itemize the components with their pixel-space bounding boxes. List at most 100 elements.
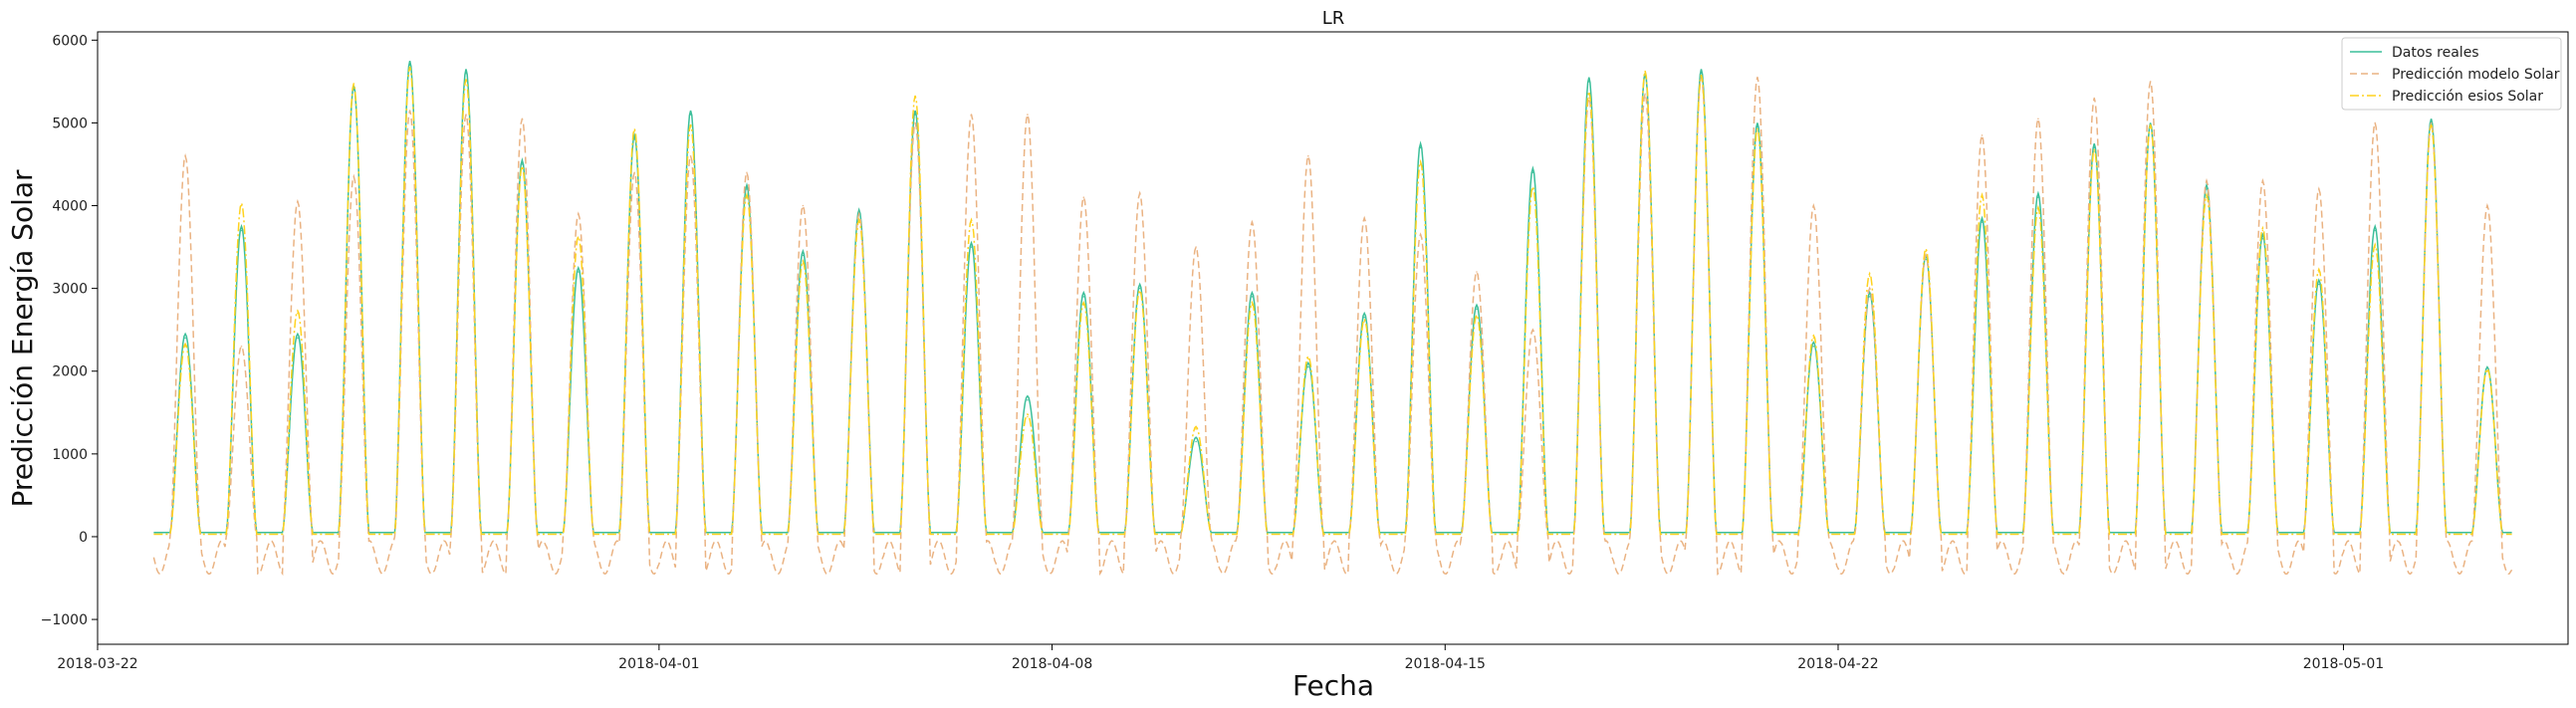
data-point xyxy=(1531,188,1534,190)
data-point xyxy=(746,188,748,190)
data-point xyxy=(2149,81,2152,83)
data-point xyxy=(970,114,973,116)
x-tick-label: 2018-04-15 xyxy=(1405,656,1486,672)
data-point xyxy=(1588,93,1590,96)
data-point xyxy=(184,346,186,348)
y-tick-label: −1000 xyxy=(41,612,88,628)
data-point xyxy=(970,221,973,223)
data-point xyxy=(2430,121,2433,124)
data-point xyxy=(914,121,916,124)
x-axis-title: Fecha xyxy=(1292,669,1374,702)
y-tick-label: 6000 xyxy=(52,33,88,49)
data-point xyxy=(240,204,243,207)
series-line-1 xyxy=(152,77,2513,577)
data-point xyxy=(1981,221,1984,223)
data-point xyxy=(2037,118,2039,120)
data-point xyxy=(1138,287,1141,290)
data-point xyxy=(2430,125,2433,128)
y-axis-title: Predicción Energía Solar xyxy=(6,169,39,508)
data-point xyxy=(2261,238,2264,240)
data-point xyxy=(802,262,805,265)
data-point xyxy=(2318,283,2320,286)
data-point xyxy=(1588,97,1590,100)
data-point xyxy=(1868,287,1871,290)
data-point xyxy=(2206,179,2208,182)
data-point xyxy=(802,254,805,257)
data-point xyxy=(184,154,186,157)
data-point xyxy=(1644,76,1646,79)
data-point xyxy=(1812,204,1815,207)
data-point xyxy=(1756,125,1758,128)
data-point xyxy=(2318,188,2320,190)
data-point xyxy=(802,204,805,207)
data-point xyxy=(1027,399,1029,401)
chart-title: LR xyxy=(1322,8,1345,29)
data-point xyxy=(408,64,411,66)
legend-label-prediccion-esios: Predicción esios Solar xyxy=(2392,89,2543,105)
data-point xyxy=(1756,129,1758,132)
plot-area-frame xyxy=(97,31,2569,645)
data-point xyxy=(1644,93,1646,96)
data-point xyxy=(2037,196,2039,198)
data-point xyxy=(297,200,299,203)
data-point xyxy=(352,89,355,91)
x-tick-label: 2018-04-22 xyxy=(1797,656,1878,672)
data-point xyxy=(1588,81,1590,83)
data-point xyxy=(2318,271,2320,273)
x-tick-label: 2018-03-22 xyxy=(57,656,137,672)
data-point xyxy=(1138,192,1141,194)
data-point xyxy=(297,312,299,315)
data-point xyxy=(465,72,467,75)
data-point xyxy=(689,114,692,116)
data-point xyxy=(297,337,299,340)
series-line-0 xyxy=(153,60,2512,534)
data-point xyxy=(1812,346,1815,348)
data-point xyxy=(2374,229,2376,232)
data-point xyxy=(1756,76,1758,79)
data-point xyxy=(746,171,748,174)
data-point xyxy=(1027,114,1029,116)
data-point xyxy=(1195,246,1197,248)
data-point xyxy=(689,125,692,128)
data-point xyxy=(2486,369,2488,372)
data-point xyxy=(1476,271,1478,273)
series-layer xyxy=(152,60,2513,577)
data-point xyxy=(408,68,411,71)
x-tick-label: 2018-04-01 xyxy=(618,656,699,672)
legend: Datos reales Predicción modelo Solar Pre… xyxy=(2341,37,2562,111)
data-point xyxy=(521,118,524,120)
legend-label-prediccion-modelo: Predicción modelo Solar xyxy=(2392,67,2560,83)
data-point xyxy=(1419,163,1422,165)
data-point xyxy=(2261,229,2264,232)
data-point xyxy=(408,110,411,112)
y-tick-label: 4000 xyxy=(52,199,88,215)
data-point xyxy=(240,346,243,348)
data-point xyxy=(465,114,467,116)
data-point xyxy=(2374,121,2376,124)
y-tick-label: 0 xyxy=(79,530,88,546)
data-point xyxy=(1251,296,1254,298)
data-point xyxy=(970,246,973,248)
data-point xyxy=(352,85,355,87)
data-point xyxy=(1082,304,1085,307)
x-tick-label: 2018-05-01 xyxy=(2303,656,2384,672)
data-point xyxy=(184,337,186,340)
data-point xyxy=(2261,179,2264,182)
data-point xyxy=(1981,196,1984,198)
data-point xyxy=(2486,204,2488,207)
y-tick-label: 2000 xyxy=(52,364,88,380)
data-point xyxy=(1476,308,1478,311)
data-point xyxy=(1307,357,1309,360)
data-point xyxy=(1925,258,1927,261)
data-point xyxy=(2093,97,2095,100)
data-point xyxy=(633,171,635,174)
data-point xyxy=(1419,233,1422,236)
data-point xyxy=(2093,146,2095,149)
data-point xyxy=(2206,196,2208,198)
data-point xyxy=(1868,275,1871,278)
data-point xyxy=(1307,154,1309,157)
data-point xyxy=(1363,217,1365,219)
y-axis: −1000 0 1000 2000 3000 4000 5000 6000 xyxy=(41,33,98,628)
data-point xyxy=(1700,76,1703,79)
data-point xyxy=(521,163,524,165)
